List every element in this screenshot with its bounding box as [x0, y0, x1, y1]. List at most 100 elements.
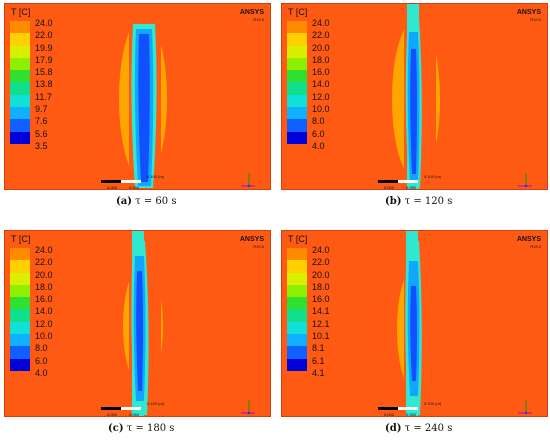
legend-tick: 20.0: [312, 42, 330, 53]
brand-version: R19.0: [530, 17, 541, 22]
legend-tick: 24.0: [35, 245, 53, 255]
caption-text: τ = 60 s: [135, 196, 177, 207]
axis-triad-icon: [241, 400, 255, 415]
legend-tick: 10.0: [312, 104, 330, 115]
color-legend: [10, 248, 30, 371]
scale-label: 0.000: [107, 185, 118, 190]
legend-tick: 12.0: [35, 318, 53, 329]
scale-label: 0.050: [129, 185, 140, 190]
legend-tick: 10.1: [312, 331, 330, 342]
temperature-field-d: [397, 231, 436, 416]
legend-tick: 24.0: [312, 18, 330, 28]
legend-tick: 9.7: [35, 104, 48, 115]
legend-tick: 5.6: [35, 128, 48, 139]
legend-tick: 14.1: [312, 306, 330, 317]
legend-tick: 7.6: [35, 116, 48, 127]
legend-tick: 22.0: [35, 257, 53, 268]
legend-tick: 13.8: [35, 79, 53, 90]
legend-tick: 11.7: [35, 91, 52, 102]
legend-tick: 8.1: [312, 343, 325, 354]
scale-label: 0.100 (m): [147, 174, 165, 179]
legend-tick: 24.0: [312, 245, 330, 255]
brand-name: ANSYS: [516, 236, 541, 243]
caption-d: (d) τ = 240 s: [385, 423, 452, 434]
legend-tick: 6.1: [312, 355, 325, 366]
legend-ticks: 24.0 22.0 19.9 17.9 15.8 13.8 11.7 9.7 7…: [35, 17, 53, 152]
caption-c: (c) τ = 180 s: [108, 423, 174, 434]
legend-ticks: 24.0 22.0 20.0 18.0 16.0 14.0 12.0 10.0 …: [35, 244, 53, 379]
legend-tick: 4.1: [312, 367, 325, 378]
caption-a: (a) τ = 60 s: [116, 196, 176, 207]
caption-letter: (c): [108, 423, 124, 434]
legend-tick: 8.0: [312, 116, 325, 127]
axis-triad-icon: [241, 173, 255, 188]
legend-tick: 18.0: [312, 54, 330, 65]
legend-tick: 6.0: [312, 128, 325, 139]
caption-text: τ = 240 s: [404, 423, 453, 434]
legend-tick: 14.0: [312, 79, 330, 90]
scale-label: 0.050: [129, 412, 140, 417]
scale-label: 0.000: [384, 185, 395, 190]
legend-tick: 8.0: [35, 343, 48, 354]
brand-name: ANSYS: [239, 236, 264, 243]
legend-title: T [C]: [288, 7, 308, 17]
axis-triad-icon: [518, 173, 532, 188]
legend-tick: 6.0: [35, 355, 48, 366]
legend-tick: 3.5: [35, 140, 48, 151]
caption-text: τ = 120 s: [404, 196, 453, 207]
temperature-field-a: [119, 6, 167, 189]
color-legend: [287, 21, 307, 144]
color-legend: [10, 21, 30, 144]
caption-letter: (d): [385, 423, 402, 434]
brand-name: ANSYS: [239, 9, 264, 16]
contour-plot-b: T [C] 24.0 22.0 20.0 18.0 16.0 14.0 12.0…: [281, 3, 548, 190]
temperature-field-b: [392, 4, 440, 189]
legend-tick: 4.0: [312, 140, 325, 151]
legend-tick: 15.8: [35, 67, 53, 78]
caption-letter: (b): [385, 196, 402, 207]
caption-b: (b) τ = 120 s: [385, 196, 452, 207]
legend-tick: 16.0: [312, 67, 330, 78]
legend-tick: 18.0: [312, 281, 330, 292]
legend-title: T [C]: [11, 7, 31, 17]
legend-tick: 14.0: [35, 306, 53, 317]
scale-bar: 0.000 0.050 0.100 (m): [101, 401, 181, 416]
scale-label: 0.100 (m): [147, 401, 165, 406]
legend-ticks: 24.0 22.0 20.0 18.0 16.0 14.0 12.0 10.0 …: [312, 17, 330, 152]
legend-title: T [C]: [11, 234, 31, 244]
scale-label: 0.000: [384, 412, 395, 417]
brand-version: R19.0: [253, 17, 264, 22]
legend-tick: 19.9: [35, 42, 53, 53]
caption-letter: (a): [116, 196, 132, 207]
caption-text: τ = 180 s: [126, 423, 175, 434]
legend-tick: 20.0: [312, 269, 330, 280]
scale-bar: 0.000 0.050 0.100 (m): [378, 174, 458, 189]
ansys-logo: ANSYS R19.0: [517, 236, 541, 250]
axis-triad-icon: [518, 400, 532, 415]
legend-title: T [C]: [288, 234, 308, 244]
legend-tick: 12.1: [312, 318, 330, 329]
legend-tick: 18.0: [35, 281, 53, 292]
scale-label: 0.050: [406, 412, 417, 417]
contour-plot-c: T [C] 24.0 22.0 20.0 18.0 16.0 14.0 12.0…: [4, 230, 271, 417]
legend-tick: 16.0: [312, 294, 330, 305]
scale-label: 0.050: [406, 185, 417, 190]
ansys-logo: ANSYS R19.0: [240, 236, 264, 250]
legend-ticks: 24.0 22.0 20.0 18.0 16.0 14.1 12.1 10.1 …: [312, 244, 330, 379]
brand-version: R19.0: [253, 244, 264, 249]
scale-bar: 0.000 0.050 0.100 (m): [101, 174, 181, 189]
ansys-logo: ANSYS R19.0: [517, 9, 541, 23]
legend-tick: 16.0: [35, 294, 53, 305]
legend-tick: 10.0: [35, 331, 53, 342]
scale-label: 0.100 (m): [424, 401, 442, 406]
legend-tick: 22.0: [312, 30, 330, 41]
brand-name: ANSYS: [516, 9, 541, 16]
legend-tick: 24.0: [35, 18, 53, 28]
scale-label: 0.100 (m): [424, 174, 442, 179]
legend-tick: 20.0: [35, 269, 53, 280]
legend-tick: 22.0: [35, 30, 53, 41]
scale-label: 0.000: [107, 412, 118, 417]
scale-bar: 0.000 0.050 0.100 (m): [378, 401, 458, 416]
contour-plot-a: T [C] 24.0 22.0 19.9 17.9 15.8 13.8 11.7…: [4, 3, 271, 190]
brand-version: R19.0: [530, 244, 541, 249]
